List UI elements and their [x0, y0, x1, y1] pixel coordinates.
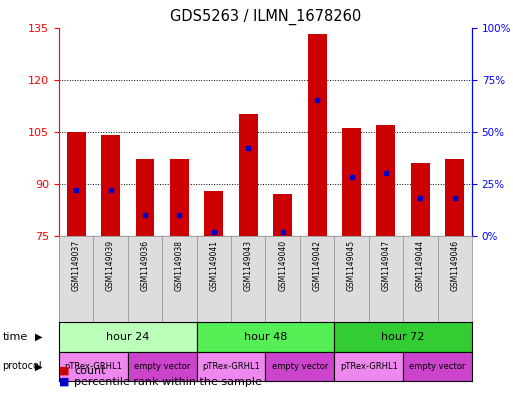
Text: hour 24: hour 24: [106, 332, 149, 342]
Text: GSM1149045: GSM1149045: [347, 240, 356, 291]
Bar: [411, 163, 430, 236]
Text: GSM1149043: GSM1149043: [244, 240, 253, 291]
Text: pTRex-GRHL1: pTRex-GRHL1: [340, 362, 398, 371]
Bar: [377, 125, 396, 236]
Text: GSM1149044: GSM1149044: [416, 240, 425, 291]
Bar: [308, 35, 327, 236]
Bar: [204, 191, 223, 236]
Text: ▶: ▶: [35, 332, 43, 342]
Text: hour 48: hour 48: [244, 332, 287, 342]
Text: empty vector: empty vector: [409, 362, 466, 371]
Bar: [239, 114, 258, 236]
Bar: [101, 135, 120, 236]
Text: empty vector: empty vector: [134, 362, 190, 371]
Text: empty vector: empty vector: [272, 362, 328, 371]
Text: hour 72: hour 72: [382, 332, 425, 342]
Text: GSM1149047: GSM1149047: [382, 240, 390, 291]
Text: ■: ■: [59, 366, 69, 376]
Bar: [170, 160, 189, 236]
Bar: [135, 160, 154, 236]
Text: GSM1149039: GSM1149039: [106, 240, 115, 291]
Text: time: time: [3, 332, 28, 342]
Bar: [445, 160, 464, 236]
Text: GSM1149036: GSM1149036: [141, 240, 149, 291]
Text: GSM1149037: GSM1149037: [72, 240, 81, 291]
Text: ▶: ▶: [35, 362, 43, 371]
Text: GSM1149042: GSM1149042: [312, 240, 322, 291]
Text: GSM1149040: GSM1149040: [278, 240, 287, 291]
Bar: [342, 128, 361, 236]
Bar: [67, 132, 86, 236]
Text: protocol: protocol: [3, 362, 42, 371]
Text: pTRex-GRHL1: pTRex-GRHL1: [202, 362, 260, 371]
Text: GSM1149046: GSM1149046: [450, 240, 459, 291]
Text: ■: ■: [59, 377, 69, 387]
Text: percentile rank within the sample: percentile rank within the sample: [74, 377, 262, 387]
Text: GSM1149041: GSM1149041: [209, 240, 219, 291]
Text: count: count: [74, 366, 106, 376]
Bar: [273, 194, 292, 236]
Text: GSM1149038: GSM1149038: [175, 240, 184, 291]
Text: pTRex-GRHL1: pTRex-GRHL1: [65, 362, 122, 371]
Title: GDS5263 / ILMN_1678260: GDS5263 / ILMN_1678260: [170, 9, 361, 25]
